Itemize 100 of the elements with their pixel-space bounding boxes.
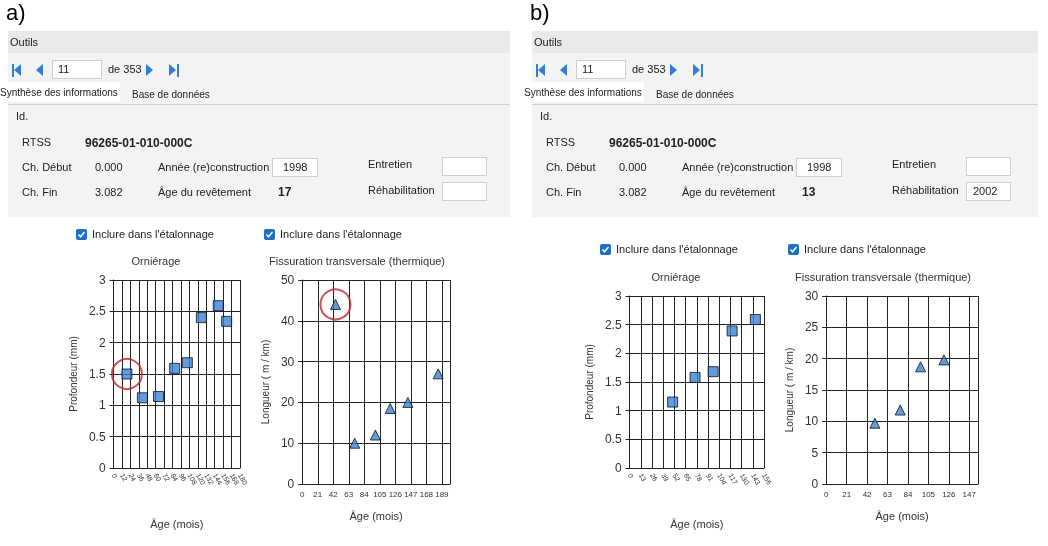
text: 96265-01-010-000C	[85, 136, 193, 150]
text: Ch. Fin	[546, 186, 582, 198]
x-tick-label: 126	[942, 489, 957, 499]
text: 13	[802, 185, 816, 199]
text: Id.	[540, 110, 553, 122]
y-tick-label: 10	[280, 436, 295, 451]
point	[726, 325, 738, 337]
text: RTSS	[22, 136, 52, 148]
text: 0.000	[95, 161, 123, 173]
x-tick-label: 84	[359, 489, 370, 499]
x-tick-label: 42	[328, 489, 339, 499]
text: Outils	[10, 36, 39, 48]
y-axis-title: Longueur ( m / km)	[783, 347, 795, 433]
text: Ch. Début	[22, 161, 72, 173]
point	[689, 371, 701, 383]
text: Inclure dans l'étalonnage	[280, 228, 402, 240]
text: Outils	[534, 36, 563, 48]
point	[894, 404, 906, 416]
point	[349, 437, 361, 449]
y-tick-label: 3	[614, 289, 622, 303]
x-tick-label: 189	[435, 489, 450, 499]
text: Base de données	[132, 89, 210, 100]
text: 1998	[283, 161, 308, 173]
y-tick-label: 15	[804, 383, 819, 397]
text: Âge du revêtement	[682, 186, 775, 198]
y-tick-label: 10	[804, 414, 819, 429]
point	[749, 314, 761, 326]
y-tick-label: 20	[280, 395, 295, 410]
point	[136, 392, 148, 404]
y-tick-label: 1	[98, 398, 106, 413]
text: b)	[530, 0, 550, 26]
x-axis-title: Âge (mois)	[349, 509, 403, 522]
point	[221, 315, 233, 327]
text: Inclure dans l'étalonnage	[616, 243, 738, 255]
point	[432, 368, 444, 380]
point	[153, 391, 165, 403]
x-tick-label: 105	[921, 489, 936, 499]
point	[212, 300, 224, 312]
y-tick-label: 0.5	[88, 429, 106, 444]
point	[169, 362, 181, 374]
point	[869, 417, 881, 429]
chart-title: Fissuration transversale (thermique)	[794, 270, 972, 283]
chart-title: Orniérage	[651, 270, 701, 283]
y-tick-label: 5	[811, 445, 819, 460]
text: Année (re)construction	[682, 161, 794, 173]
y-tick-label: 2	[614, 346, 622, 361]
text: Synthèse des informations	[524, 87, 642, 98]
point	[110, 358, 143, 390]
y-tick-label: 20	[804, 351, 819, 366]
point	[402, 396, 414, 408]
text: Âge du revêtement	[158, 186, 251, 198]
text: a)	[6, 0, 26, 26]
y-axis-title: Profondeur (mm)	[67, 336, 79, 412]
y-tick-label: 30	[804, 289, 819, 303]
text: 17	[278, 185, 292, 199]
text: RTSS	[546, 136, 576, 148]
text: Entretien	[368, 158, 413, 170]
text: 0.000	[619, 161, 647, 173]
x-tick-label: 126	[388, 489, 403, 499]
x-tick-label: 42	[862, 489, 873, 499]
text: Année (re)construction	[158, 161, 270, 173]
x-tick-label: 21	[313, 489, 323, 499]
y-tick-label: 50	[280, 273, 295, 287]
point	[181, 357, 193, 369]
point	[369, 429, 381, 441]
text: Inclure dans l'étalonnage	[804, 243, 926, 255]
text: Réhabilitation	[368, 184, 435, 196]
text: 96265-01-010-000C	[609, 136, 717, 150]
x-tick-label: 63	[883, 489, 893, 499]
y-tick-label: 0.5	[604, 432, 622, 447]
y-tick-label: 2	[98, 335, 106, 350]
y-tick-label: 1	[614, 403, 622, 418]
point	[707, 366, 719, 378]
x-axis-title: Âge (mois)	[875, 509, 929, 522]
y-tick-label: 25	[804, 320, 819, 335]
text: Ch. Fin	[22, 186, 58, 198]
y-tick-label: 2.5	[604, 317, 622, 332]
text: de 353	[632, 63, 666, 75]
y-tick-label: 1.5	[88, 367, 106, 381]
text: 1998	[807, 161, 832, 173]
text: Synthèse des informations	[0, 87, 118, 98]
y-tick-label: 3	[98, 273, 106, 287]
text: 3.082	[619, 186, 647, 198]
chart-title: Fissuration transversale (thermique)	[268, 254, 446, 267]
x-axis-title: Âge (mois)	[670, 517, 724, 530]
x-tick-label: 84	[903, 489, 913, 499]
text: Base de données	[656, 89, 734, 100]
x-tick-label: 21	[842, 489, 852, 499]
point	[938, 354, 950, 366]
text: Id.	[16, 110, 29, 122]
point	[915, 361, 927, 373]
x-tick-label: 0	[300, 489, 306, 499]
y-tick-label: 2.5	[88, 304, 106, 319]
y-tick-label: 30	[280, 354, 295, 369]
point	[195, 312, 207, 324]
x-tick-label: 168	[419, 489, 434, 499]
x-axis-title: Âge (mois)	[150, 517, 204, 530]
text: 11	[582, 63, 594, 75]
y-axis-title: Longueur ( m / km)	[259, 339, 271, 425]
y-tick-label: 1.5	[604, 375, 622, 389]
